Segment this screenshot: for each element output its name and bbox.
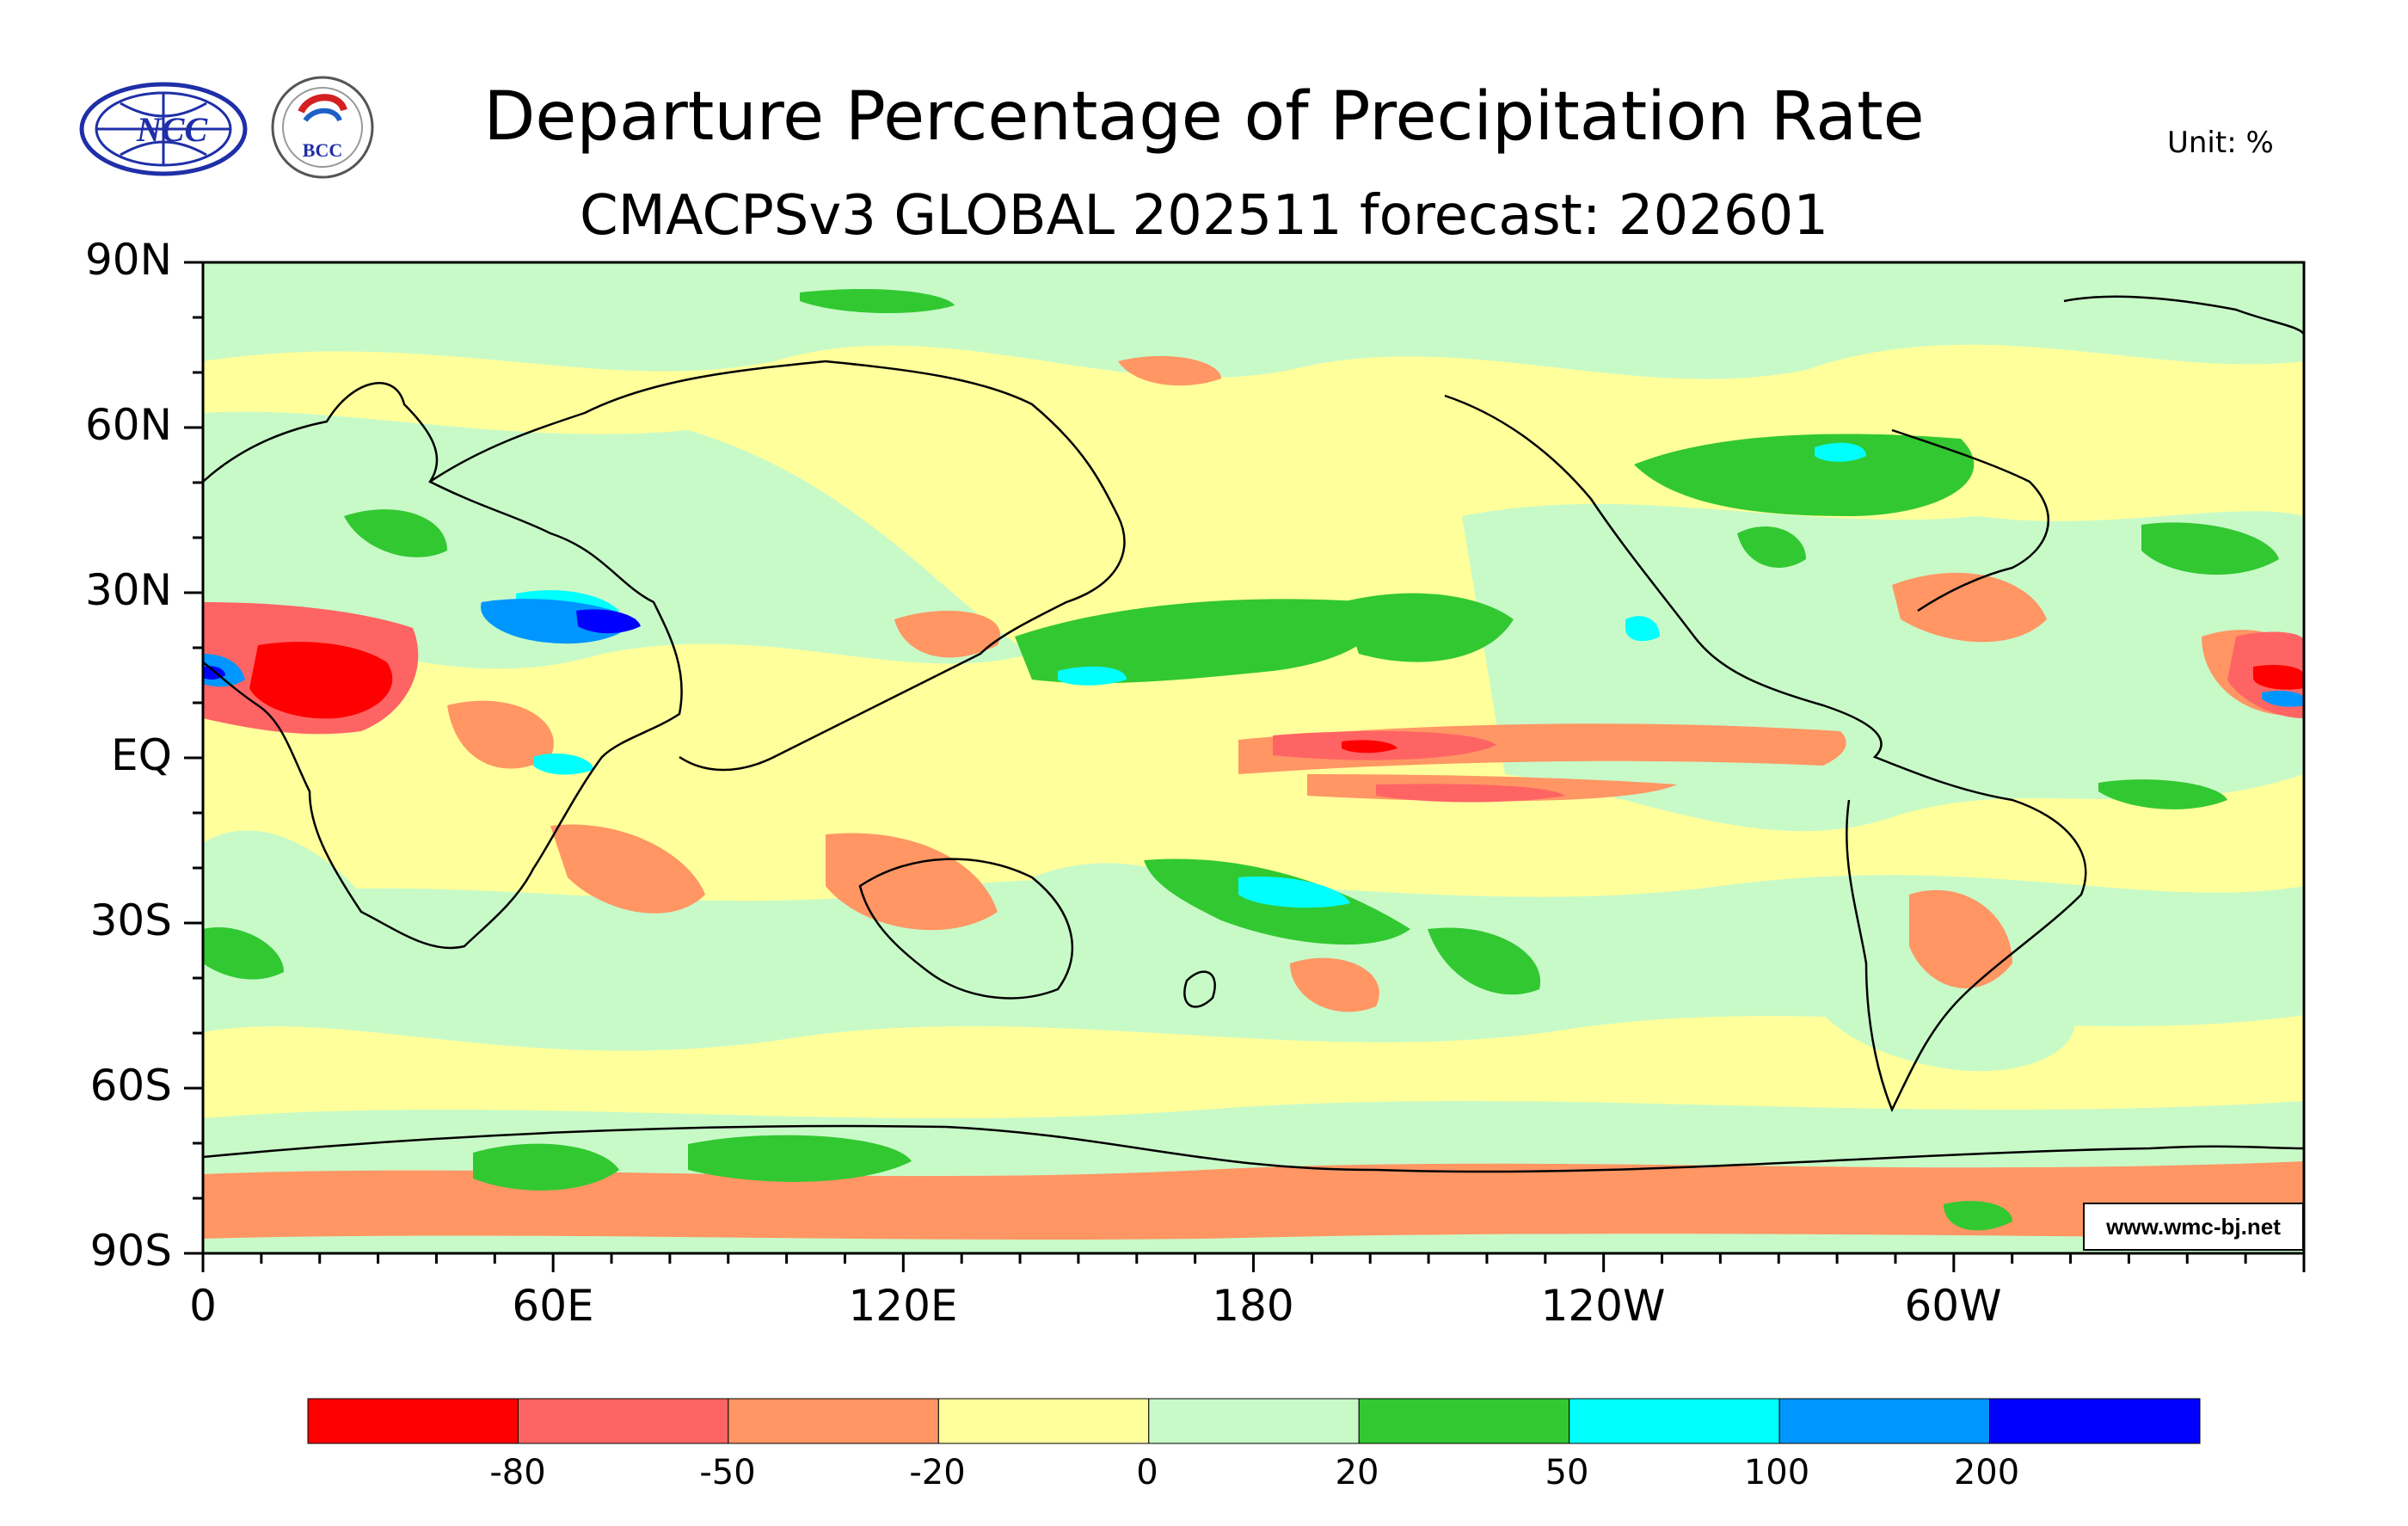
website-credit: www.wmc-bj.net (2083, 1203, 2304, 1251)
colorbar-swatch (1778, 1398, 1991, 1444)
colorbar-label: 100 (1743, 1453, 1810, 1492)
colorbar-swatch (1148, 1398, 1360, 1444)
axis-ticks (184, 261, 2306, 1272)
lon-label-120w: 120W (1540, 1281, 1666, 1331)
coastlines (203, 295, 2304, 1173)
lon-label-60e: 60E (512, 1281, 594, 1331)
chart-title: Departure Percentage of Precipitation Ra… (483, 78, 1925, 156)
lat-label-90n: 90N (84, 235, 172, 285)
colorbar-label: 200 (1953, 1453, 2020, 1492)
bcc-logo: BCC (271, 76, 374, 179)
ncc-logo: NCC (79, 82, 248, 176)
lat-label-eq: EQ (111, 730, 172, 780)
lat-label-60n: 60N (84, 400, 172, 450)
lon-label-60w: 60W (1904, 1281, 2002, 1331)
colorbar-swatch (728, 1398, 939, 1444)
colorbar-label: 50 (1545, 1453, 1589, 1492)
anomaly-above-200 (203, 609, 641, 680)
bcc-logo-text: BCC (303, 139, 342, 161)
ncc-logo-text: NCC (136, 110, 209, 149)
lat-label-30n: 30N (84, 565, 172, 615)
lon-label-180: 180 (1212, 1281, 1294, 1331)
map-field (203, 262, 2304, 1253)
lat-label-90s: 90S (89, 1226, 172, 1276)
colorbar-swatch (517, 1398, 729, 1444)
lat-label-60s: 60S (89, 1061, 172, 1111)
unit-label: Unit: % (2167, 126, 2274, 160)
lon-label-120e: 120E (848, 1281, 958, 1331)
colorbar-swatch (1569, 1398, 1780, 1444)
lat-label-30s: 30S (89, 895, 172, 945)
anomaly-20-50 (203, 288, 2279, 1231)
colorbar-label: -20 (909, 1453, 966, 1492)
colorbar-swatch (1989, 1398, 2201, 1444)
anomaly-minus50-minus20 (203, 355, 2304, 1240)
colorbar-label: 20 (1335, 1453, 1379, 1492)
colorbar-swatch (937, 1398, 1150, 1444)
colorbar-swatch (307, 1398, 519, 1444)
anomaly-below-minus80 (249, 642, 2304, 754)
colorbar-swatch (1358, 1398, 1570, 1444)
colorbar-label: -80 (489, 1453, 546, 1492)
colorbar (307, 1398, 2201, 1444)
colorbar-label: 0 (1136, 1453, 1158, 1492)
chart-subtitle: CMACPSv3 GLOBAL 202511 forecast: 202601 (579, 184, 1829, 248)
colorbar-label: -50 (699, 1453, 756, 1492)
lon-label-0: 0 (189, 1281, 217, 1331)
